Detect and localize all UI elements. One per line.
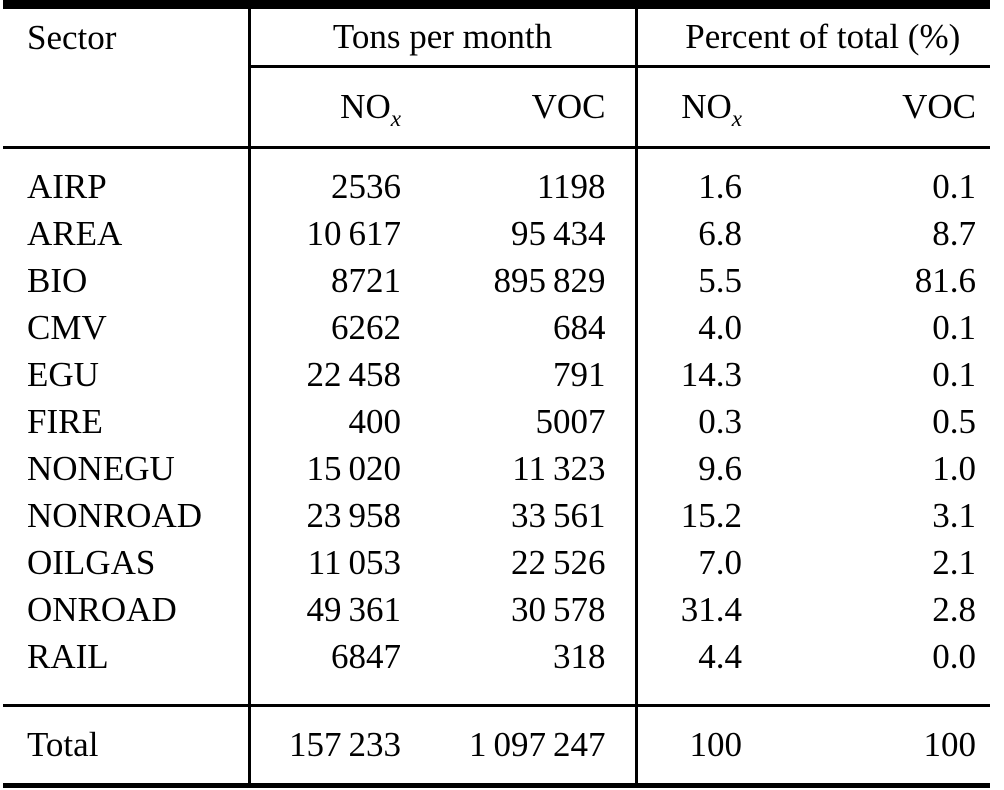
table-row-egu: EGU 22 458 791 14.3 0.1 <box>3 351 990 398</box>
nox-subscript: x <box>390 105 401 131</box>
pct-voc-cell: 81.6 <box>914 260 977 300</box>
sub-header-tons-voc: VOC <box>411 66 637 149</box>
sector-cell: AREA <box>27 213 123 253</box>
tons-voc-cell: 684 <box>553 307 606 347</box>
nox-label: NO <box>681 87 732 126</box>
tons-voc-cell: 95 434 <box>511 213 606 253</box>
sector-cell: ONROAD <box>27 589 177 629</box>
tons-voc-cell: 11 323 <box>512 448 606 488</box>
sector-cell: BIO <box>27 260 88 300</box>
total-tons-voc-cell: 1 097 247 <box>411 704 637 786</box>
table-row-cmv: CMV 6262 684 4.0 0.1 <box>3 304 990 351</box>
pct-voc-cell: 0.1 <box>932 354 977 394</box>
total-tons-nox-cell: 157 233 <box>247 704 411 786</box>
tons-nox-cell: 400 <box>247 398 411 445</box>
tons-nox-cell: 11 053 <box>247 539 411 586</box>
pct-voc-cell: 2.1 <box>932 542 977 582</box>
table-row-fire: FIRE 400 5007 0.3 0.5 <box>3 398 990 445</box>
pct-voc-cell: 2.8 <box>932 589 977 629</box>
table-row-rail: RAIL 6847 318 4.4 0.0 <box>3 633 990 706</box>
pct-nox-cell: 4.0 <box>634 304 753 351</box>
tons-voc-cell: 5007 <box>535 401 606 441</box>
total-label-cell: Total <box>3 704 249 786</box>
pct-voc-cell: 0.1 <box>932 166 977 206</box>
sector-cell: NONROAD <box>27 495 202 535</box>
sub-header-tons-nox: NOx <box>247 66 411 149</box>
tons-voc-cell: 22 526 <box>511 542 606 582</box>
nox-subscript: x <box>731 105 743 131</box>
table-row-oilgas: OILGAS 11 053 22 526 7.0 2.1 <box>3 539 990 586</box>
sub-header-pct-nox: NOx <box>634 66 753 149</box>
tons-nox-cell: 6262 <box>247 304 411 351</box>
total-pct-nox-cell: 100 <box>634 704 753 786</box>
tons-nox-cell: 8721 <box>247 257 411 304</box>
sector-cell: NONEGU <box>27 448 175 488</box>
pct-nox-cell: 31.4 <box>634 586 753 633</box>
pct-nox-cell: 1.6 <box>634 147 753 210</box>
table-row-bio: BIO 8721 895 829 5.5 81.6 <box>3 257 990 304</box>
col-header-sector: Sector <box>27 17 117 57</box>
table-row-total: Total 157 233 1 097 247 100 100 <box>3 704 991 786</box>
sector-cell: OILGAS <box>27 542 156 582</box>
table-row-nonegu: NONEGU 15 020 11 323 9.6 1.0 <box>3 445 990 492</box>
tons-voc-cell: 895 829 <box>493 260 606 300</box>
sub-header-row: NOx VOC NOx VOC <box>3 66 991 149</box>
pct-nox-cell: 6.8 <box>634 210 753 257</box>
pct-voc-cell: 0.0 <box>932 636 977 676</box>
pct-nox-cell: 14.3 <box>634 351 753 398</box>
pct-nox-cell: 5.5 <box>634 257 753 304</box>
tons-voc-cell: 1198 <box>536 166 606 206</box>
sector-cell: AIRP <box>27 166 107 206</box>
tons-nox-cell: 22 458 <box>247 351 411 398</box>
pct-nox-cell: 9.6 <box>634 445 753 492</box>
table-row-area: AREA 10 617 95 434 6.8 8.7 <box>3 210 990 257</box>
tons-voc-cell: 791 <box>553 354 606 394</box>
table-row-onroad: ONROAD 49 361 30 578 31.4 2.8 <box>3 586 990 633</box>
group-header-row: Sector Tons per month Percent of total (… <box>3 4 991 68</box>
tons-voc-cell: 318 <box>553 636 606 676</box>
pct-nox-cell: 4.4 <box>634 633 753 706</box>
tons-nox-cell: 15 020 <box>247 445 411 492</box>
table-row-airp: AIRP 2536 1198 1.6 0.1 <box>3 147 990 210</box>
sub-header-pct-voc: VOC <box>752 66 991 149</box>
nox-label: NO <box>340 87 391 126</box>
tons-voc-cell: 30 578 <box>511 589 606 629</box>
col-group-percent-of-total: Percent of total (%) <box>634 4 991 68</box>
sub-header-empty <box>3 66 249 149</box>
pct-voc-cell: 0.1 <box>932 307 977 347</box>
pct-nox-cell: 0.3 <box>634 398 753 445</box>
table-row-nonroad: NONROAD 23 958 33 561 15.2 3.1 <box>3 492 990 539</box>
pct-voc-cell: 3.1 <box>932 495 977 535</box>
sector-cell: EGU <box>27 354 99 394</box>
col-group-tons-per-month: Tons per month <box>247 4 637 68</box>
pct-voc-cell: 8.7 <box>932 213 977 253</box>
pct-voc-cell: 0.5 <box>932 401 977 441</box>
emissions-by-sector-table: Sector Tons per month Percent of total (… <box>3 0 991 788</box>
tons-voc-cell: 33 561 <box>511 495 606 535</box>
tons-nox-cell: 49 361 <box>247 586 411 633</box>
tons-nox-cell: 10 617 <box>247 210 411 257</box>
sector-cell: FIRE <box>27 401 103 441</box>
pct-nox-cell: 7.0 <box>634 539 753 586</box>
tons-nox-cell: 6847 <box>247 633 411 706</box>
sector-cell: CMV <box>27 307 107 347</box>
tons-nox-cell: 2536 <box>247 147 411 210</box>
tons-nox-cell: 23 958 <box>247 492 411 539</box>
total-pct-voc-cell: 100 <box>752 704 991 786</box>
pct-nox-cell: 15.2 <box>634 492 753 539</box>
sector-cell: RAIL <box>27 636 109 676</box>
pct-voc-cell: 1.0 <box>932 448 977 488</box>
